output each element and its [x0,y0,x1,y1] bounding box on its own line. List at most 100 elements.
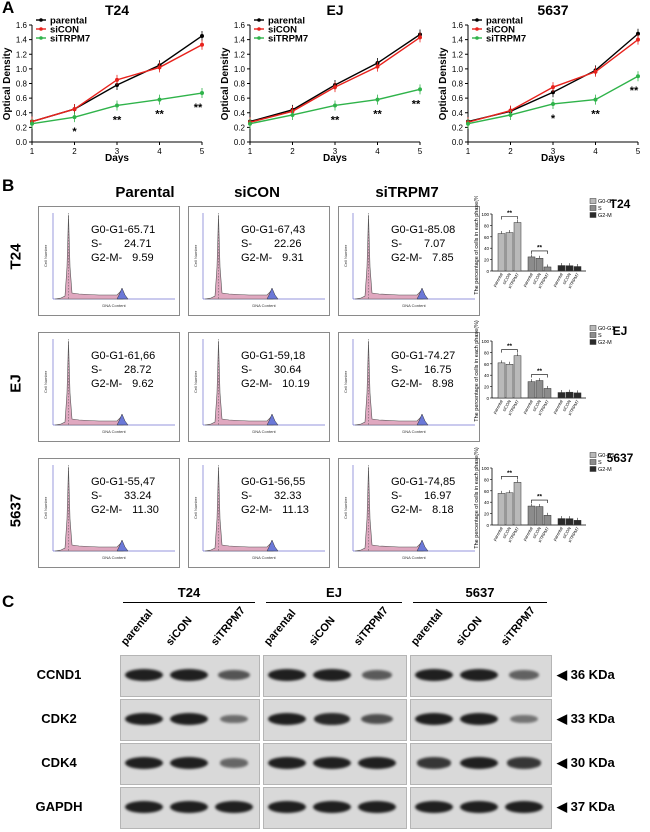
data-point-siTRPM7 [466,121,470,126]
y-tick-label: 1.4 [452,36,464,45]
growth-chart-5637: 5637 0.0 0.2 0.4 0.6 0.8 1.0 1.2 1.4 1.6 1 2 3 4 5 Days… [438,2,641,164]
legend-label-S: S [598,206,602,212]
hist-y-label: Cell Number [343,244,348,267]
g2-m-value: 11.30 [132,504,159,516]
x-axis-label: Days [541,153,565,164]
y-axis-label: Optical Density [2,47,13,120]
g0-g1-value: G0-G1-56,55 [241,476,306,488]
x-tick-label: 4 [593,147,598,156]
x-axis-label: Days [323,153,347,164]
y-tick-label: 1.6 [452,21,464,30]
protein-band [416,757,452,769]
s-phase-value: 7.07 [424,238,446,250]
legend-label-G0-G1: G0-G1 [598,453,615,459]
s-phase-key: S- [241,364,252,376]
y-tick-label: 1.4 [234,36,246,45]
lane-label-siTRPM7: siTRPM7 [208,604,248,648]
y-tick-label: 1.0 [234,65,246,74]
y-tick-label: 100 [481,339,489,344]
g2-m-value: 11.13 [282,504,309,516]
series-line-siCON [467,39,639,123]
y-axis-label: The percentage of cells in each phase(%) [474,447,480,549]
hist-x-label: DNA Content [252,303,276,308]
stat-line: S- 24.71 [91,237,155,251]
stat-line: S- 28.72 [91,363,155,377]
y-tick-label: 0.4 [16,109,28,118]
legend-swatch-S [589,205,597,211]
significance-mark: ** [537,244,543,251]
protein-band [415,713,453,725]
data-point-siCON [200,42,204,47]
data-point-siCON [418,35,422,40]
stat-line: G2-M- 8.18 [391,503,455,517]
significance-mark: ** [412,98,421,110]
y-tick-label: 40 [484,246,490,251]
legend-label-S: S [598,333,602,339]
significance-mark: ** [507,210,513,217]
g2-m-value: 10.19 [282,378,310,390]
bar-category-label: siCON [561,272,572,285]
hist-y-label: Cell Number [43,370,48,393]
g2-m-key: G2-M- [391,504,423,516]
protein-label-ccnd1: CCND1 [36,667,82,682]
stat-line: G2-M- 9.59 [91,251,155,265]
bar-category-label: parental [492,272,504,288]
lane-label-siTRPM7: siTRPM7 [498,604,538,648]
s-phase-value: 30.64 [274,364,302,376]
bar-G0-G1-siCON [505,232,514,272]
data-point-siTRPM7 [551,101,555,106]
x-tick-label: 3 [551,147,556,156]
phase-stats: G0-G1-55,47 S- 33.24 G2-M- 11.30 [91,475,159,517]
bar-category-label: siCON [561,399,572,412]
x-tick-label: 4 [157,147,162,156]
y-tick-label: 1.0 [16,65,28,74]
protein-band [170,801,208,813]
legend-swatch-G2-M [589,339,597,345]
data-point-siTRPM7 [30,121,34,126]
stat-line: G2-M- 10.19 [241,377,310,391]
bar-G0-G1-siCON [505,364,514,399]
stat-line: G0-G1-55,47 [91,475,159,489]
protein-band [125,801,163,813]
y-tick-label: 60 [484,362,490,367]
row-label-t24: T24 [7,243,25,270]
data-point-parental [200,33,204,38]
bar-G2-M-parental [557,518,566,526]
y-tick-label: 20 [484,385,490,390]
s-phase-value: 24.71 [124,238,152,250]
protein-band [460,669,498,681]
legend-marker [475,27,479,31]
bar-category-label: parental [552,526,564,542]
data-point-siTRPM7 [290,112,295,117]
histogram-plot: Cell Number DNA Content [43,465,175,560]
bar-S-siTRPM7 [543,515,552,526]
protein-band [218,670,250,680]
protein-band [460,801,498,813]
s-phase-value: 16.75 [424,364,452,376]
band-size-label: ◀ 33 KDa [557,711,615,726]
x-tick-label: 5 [418,147,423,156]
protein-band [313,713,351,725]
significance-mark: * [551,113,556,125]
data-point-siTRPM7 [248,121,252,126]
lane-label-siCON: siCON [163,614,195,648]
column-title-parental: Parental [115,184,175,201]
flow-histogram: Cell Number DNA Content G0-G1-67,43 S- 22.26… [188,206,330,316]
protein-band [215,801,253,813]
x-tick-label: 4 [375,147,380,156]
s-phase-value: 22.26 [274,238,302,250]
g2-m-peak [116,287,129,300]
bar-G2-M-siTRPM7 [573,392,582,399]
legend-marker [39,18,43,22]
stat-line: S- 16.97 [391,489,455,503]
g2-m-value: 9.31 [282,252,304,264]
bar-S-siCON [535,258,544,272]
protein-label-cdk2: CDK2 [41,711,77,726]
bar-category-label: parental [522,399,534,415]
stat-line: G2-M- 11.30 [91,503,159,517]
flow-histogram: Cell Number DNA Content G0-G1-61,66 S- 28.72… [38,332,180,442]
bar-G0-G1-parental [497,493,506,526]
y-tick-label: 1.0 [452,65,464,74]
